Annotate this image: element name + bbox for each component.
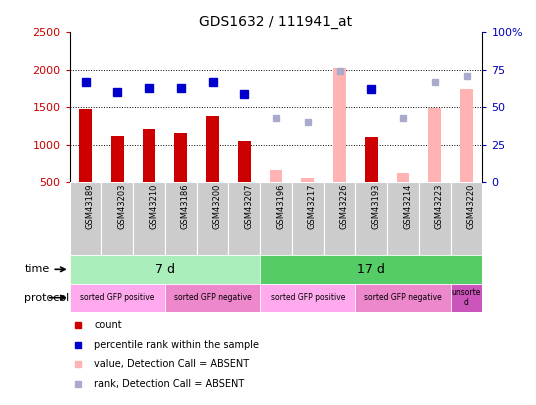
Text: sorted GFP positive: sorted GFP positive — [271, 293, 345, 302]
Text: GSM43193: GSM43193 — [371, 184, 380, 229]
Text: time: time — [24, 264, 65, 274]
Bar — [365, 137, 378, 182]
Bar — [133, 182, 165, 255]
Text: GSM43203: GSM43203 — [117, 184, 126, 229]
Text: sorted GFP negative: sorted GFP negative — [364, 293, 442, 302]
Text: GSM43207: GSM43207 — [244, 184, 254, 229]
Bar — [428, 108, 441, 182]
Bar — [165, 284, 260, 312]
Bar — [292, 182, 324, 255]
Text: GSM43226: GSM43226 — [339, 184, 348, 229]
Bar — [270, 170, 282, 182]
Text: sorted GFP negative: sorted GFP negative — [174, 293, 251, 302]
Text: 17 d: 17 d — [358, 263, 385, 276]
Bar — [355, 182, 387, 255]
Bar — [451, 182, 482, 255]
Text: count: count — [94, 320, 122, 330]
Bar — [460, 89, 473, 182]
Text: sorted GFP positive: sorted GFP positive — [80, 293, 154, 302]
Bar — [451, 284, 482, 312]
Bar — [387, 182, 419, 255]
Bar — [260, 284, 355, 312]
Text: GSM43214: GSM43214 — [403, 184, 412, 229]
Bar — [260, 182, 292, 255]
Bar — [111, 136, 124, 182]
Bar — [70, 255, 260, 284]
Bar — [228, 182, 260, 255]
Text: GSM43189: GSM43189 — [86, 184, 94, 229]
Title: GDS1632 / 111941_at: GDS1632 / 111941_at — [199, 15, 353, 29]
Bar — [324, 182, 355, 255]
Bar — [419, 182, 451, 255]
Bar — [143, 130, 155, 182]
Bar — [101, 182, 133, 255]
Bar — [333, 68, 346, 182]
Bar — [355, 284, 451, 312]
Bar — [79, 109, 92, 182]
Text: GSM43217: GSM43217 — [308, 184, 317, 229]
Text: GSM43186: GSM43186 — [181, 184, 190, 229]
Text: GSM43223: GSM43223 — [435, 184, 444, 229]
Bar — [260, 255, 482, 284]
Text: protocol: protocol — [24, 293, 70, 303]
Bar — [197, 182, 228, 255]
Bar — [397, 173, 410, 182]
Bar — [174, 133, 187, 182]
Bar — [70, 284, 165, 312]
Text: unsorte
d: unsorte d — [452, 288, 481, 307]
Bar — [301, 178, 314, 182]
Text: GSM43196: GSM43196 — [276, 184, 285, 229]
Text: 7 d: 7 d — [155, 263, 175, 276]
Text: GSM43210: GSM43210 — [149, 184, 158, 229]
Bar — [206, 115, 219, 182]
Text: GSM43220: GSM43220 — [466, 184, 475, 229]
Text: percentile rank within the sample: percentile rank within the sample — [94, 340, 259, 350]
Text: value, Detection Call = ABSENT: value, Detection Call = ABSENT — [94, 359, 250, 369]
Bar — [165, 182, 197, 255]
Bar — [70, 182, 101, 255]
Bar — [238, 141, 251, 182]
Text: rank, Detection Call = ABSENT: rank, Detection Call = ABSENT — [94, 379, 245, 389]
Text: GSM43200: GSM43200 — [213, 184, 221, 229]
